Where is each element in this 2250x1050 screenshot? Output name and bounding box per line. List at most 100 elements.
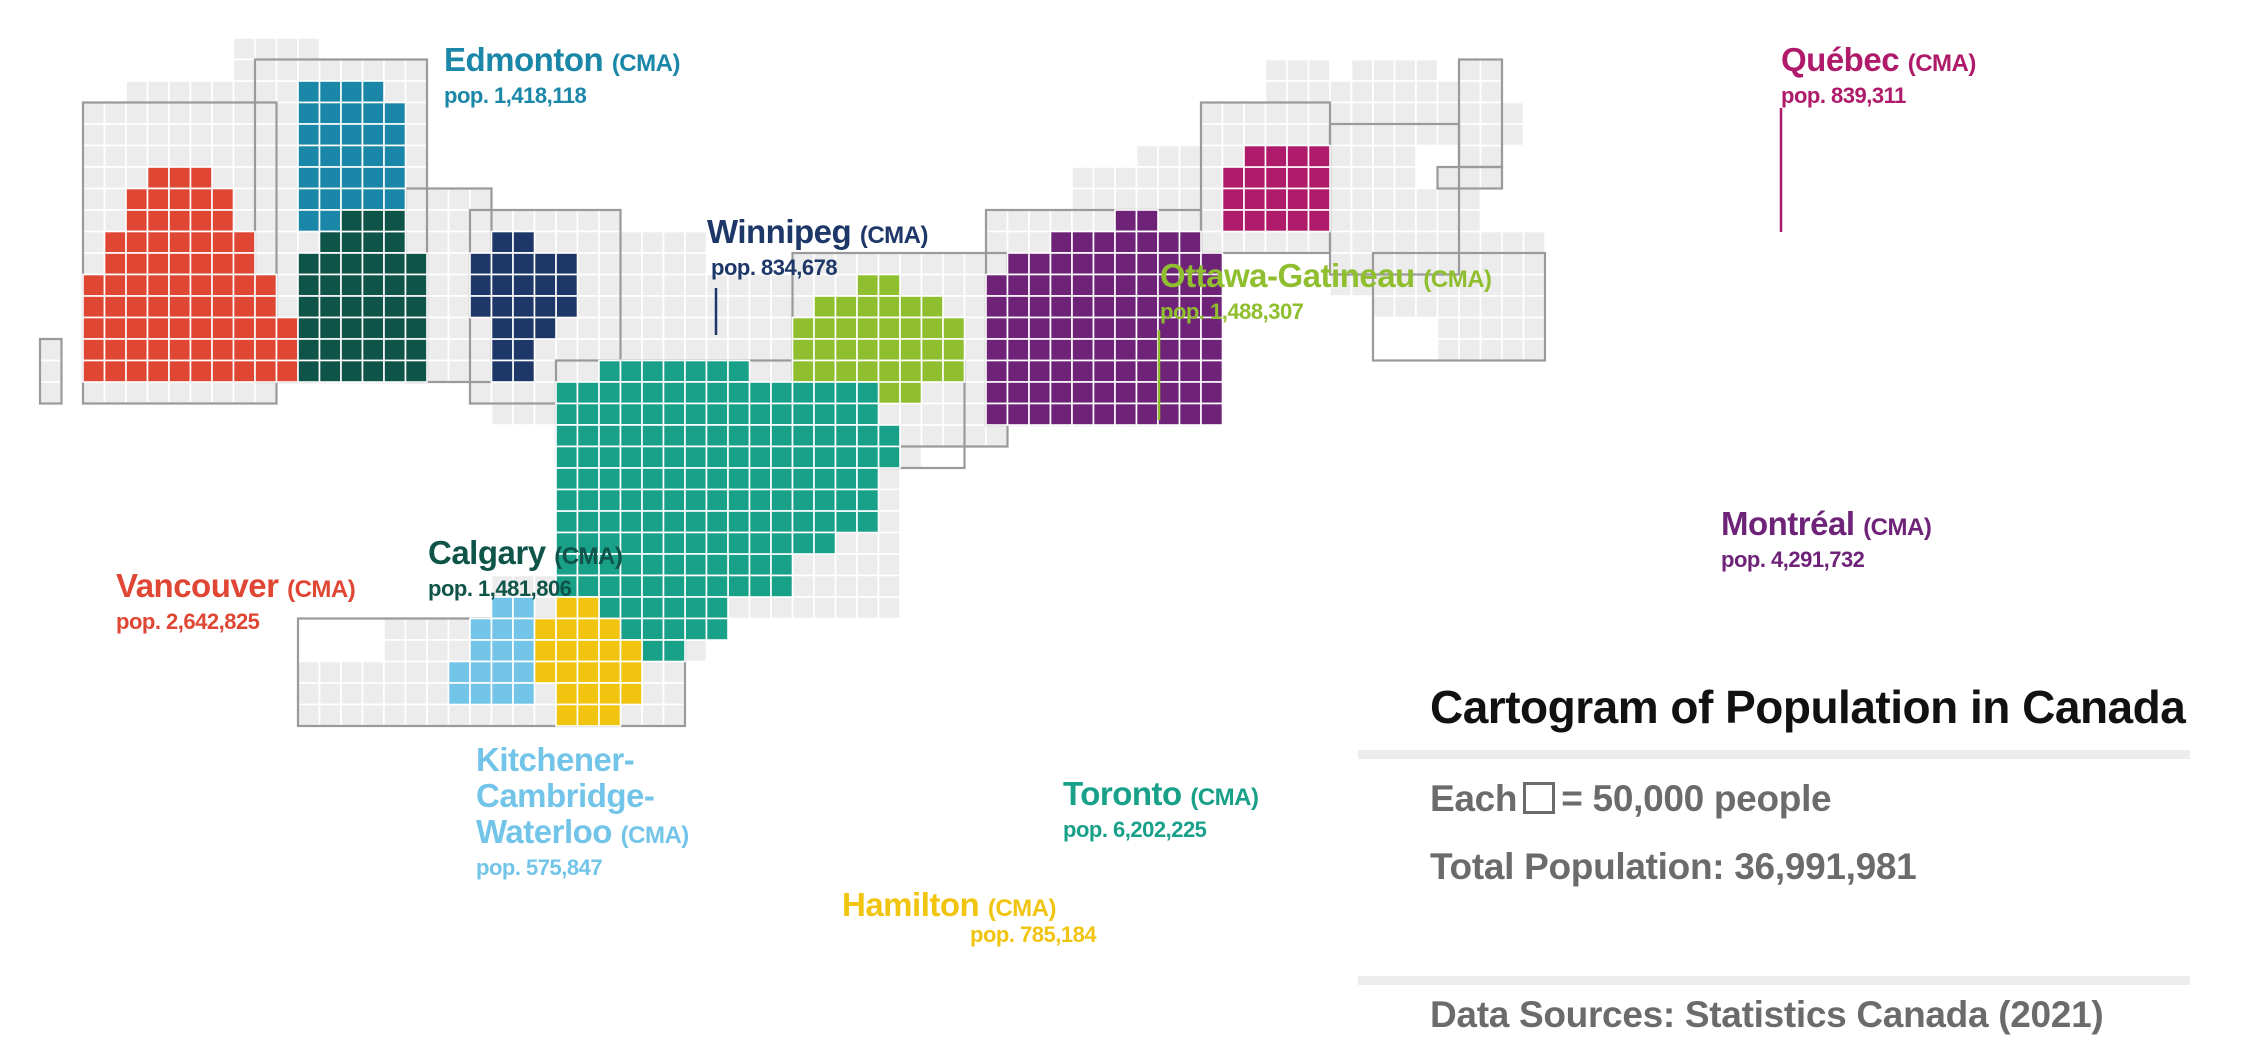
background-cell [1501, 101, 1525, 125]
cma-cell-montreal [1157, 359, 1181, 383]
background-cell [619, 316, 643, 340]
background-cell [1221, 123, 1245, 147]
cma-cell-vancouver [168, 316, 192, 340]
cma-cell-kitchener [447, 682, 471, 706]
cma-cell-montreal [1028, 359, 1052, 383]
cma-cell-ottawa [877, 381, 901, 405]
cma-cell-vancouver [189, 338, 213, 362]
cma-cell-toronto [748, 574, 772, 598]
background-cell [1458, 58, 1482, 82]
label-hamilton: Hamilton (CMA) pop. 785,184 [842, 887, 1097, 948]
background-cell [404, 703, 428, 727]
cma-cell-toronto [662, 510, 686, 534]
background-cell [318, 703, 342, 727]
background-cell [727, 338, 751, 362]
cma-cell-edmonton [340, 166, 364, 190]
background-cell [1135, 187, 1159, 211]
cma-cell-toronto [834, 445, 858, 469]
background-cell [576, 338, 600, 362]
cma-cell-montreal [1049, 230, 1073, 254]
cma-cell-calgary [297, 273, 321, 297]
background-cell [1522, 230, 1546, 254]
cma-cell-toronto [576, 424, 600, 448]
background-cell [254, 209, 278, 233]
cma-cell-vancouver [125, 230, 149, 254]
background-cell [641, 660, 665, 684]
background-cell [211, 144, 235, 168]
cma-cell-vancouver [146, 338, 170, 362]
cma-cell-montreal [1114, 230, 1138, 254]
cma-cell-toronto [662, 639, 686, 663]
background-cell [1178, 166, 1202, 190]
cma-cell-toronto [641, 381, 665, 405]
background-cell [1243, 123, 1267, 147]
cma-cell-montreal [1157, 338, 1181, 362]
background-cell [598, 252, 622, 276]
cma-cell-montreal [1200, 402, 1224, 426]
cma-cell-montreal [1071, 273, 1095, 297]
cma-cell-montreal [1006, 295, 1030, 319]
background-cell [942, 273, 966, 297]
background-cell [533, 209, 557, 233]
cma-cell-vancouver [103, 359, 127, 383]
background-cell [619, 273, 643, 297]
background-cell [684, 338, 708, 362]
background-cell [1372, 166, 1396, 190]
cma-cell-toronto [791, 488, 815, 512]
background-cell [361, 682, 385, 706]
cma-cell-calgary [318, 338, 342, 362]
cma-cell-calgary [340, 252, 364, 276]
cma-cell-winnipeg [490, 230, 514, 254]
background-cell [383, 58, 407, 82]
background-cell [1221, 101, 1245, 125]
city-name-line: Waterloo [476, 813, 612, 850]
cma-cell-calgary [404, 295, 428, 319]
background-cell [942, 402, 966, 426]
cma-cell-winnipeg [490, 295, 514, 319]
background-cell [1479, 230, 1503, 254]
cma-cell-vancouver [232, 295, 256, 319]
cma-cell-vancouver [168, 252, 192, 276]
cma-cell-kitchener [490, 639, 514, 663]
background-cell [275, 37, 299, 61]
background-cell [447, 617, 471, 641]
background-cell [404, 58, 428, 82]
background-cell [1071, 166, 1095, 190]
cma-cell-toronto [641, 424, 665, 448]
city-pop: pop. 839,311 [1781, 83, 1906, 108]
background-cell [770, 596, 794, 620]
cma-cell-toronto [748, 553, 772, 577]
background-cell [254, 58, 278, 82]
cma-cell-calgary [340, 230, 364, 254]
background-cell [1372, 58, 1396, 82]
cma-cell-hamilton [555, 703, 579, 727]
cma-cell-montreal [1092, 230, 1116, 254]
cma-cell-ottawa [834, 359, 858, 383]
background-cell [963, 402, 987, 426]
background-cell [576, 252, 600, 276]
cma-cell-montreal [1200, 359, 1224, 383]
background-cell [404, 123, 428, 147]
cma-cell-calgary [404, 273, 428, 297]
label-kitchener: Kitchener- Cambridge- Waterloo (CMA) pop… [476, 742, 689, 882]
cma-cell-toronto [856, 402, 880, 426]
label-montreal: Montréal (CMA) pop. 4,291,732 [1721, 506, 1932, 574]
background-cell [469, 381, 493, 405]
cma-cell-vancouver [146, 166, 170, 190]
cma-cell-hamilton [576, 703, 600, 727]
background-cell [1135, 166, 1159, 190]
cma-cell-toronto [598, 510, 622, 534]
cma-cell-ottawa [920, 338, 944, 362]
background-cell [1458, 80, 1482, 104]
background-cell [899, 402, 923, 426]
background-cell [1350, 101, 1374, 125]
background-cell [1264, 58, 1288, 82]
background-cell [146, 101, 170, 125]
cma-cell-edmonton [297, 187, 321, 211]
cma-cell-toronto [705, 553, 729, 577]
cma-cell-kitchener [490, 682, 514, 706]
cma-cell-vancouver [125, 359, 149, 383]
background-cell [1350, 144, 1374, 168]
background-cell [232, 166, 256, 190]
background-cell [1200, 144, 1224, 168]
